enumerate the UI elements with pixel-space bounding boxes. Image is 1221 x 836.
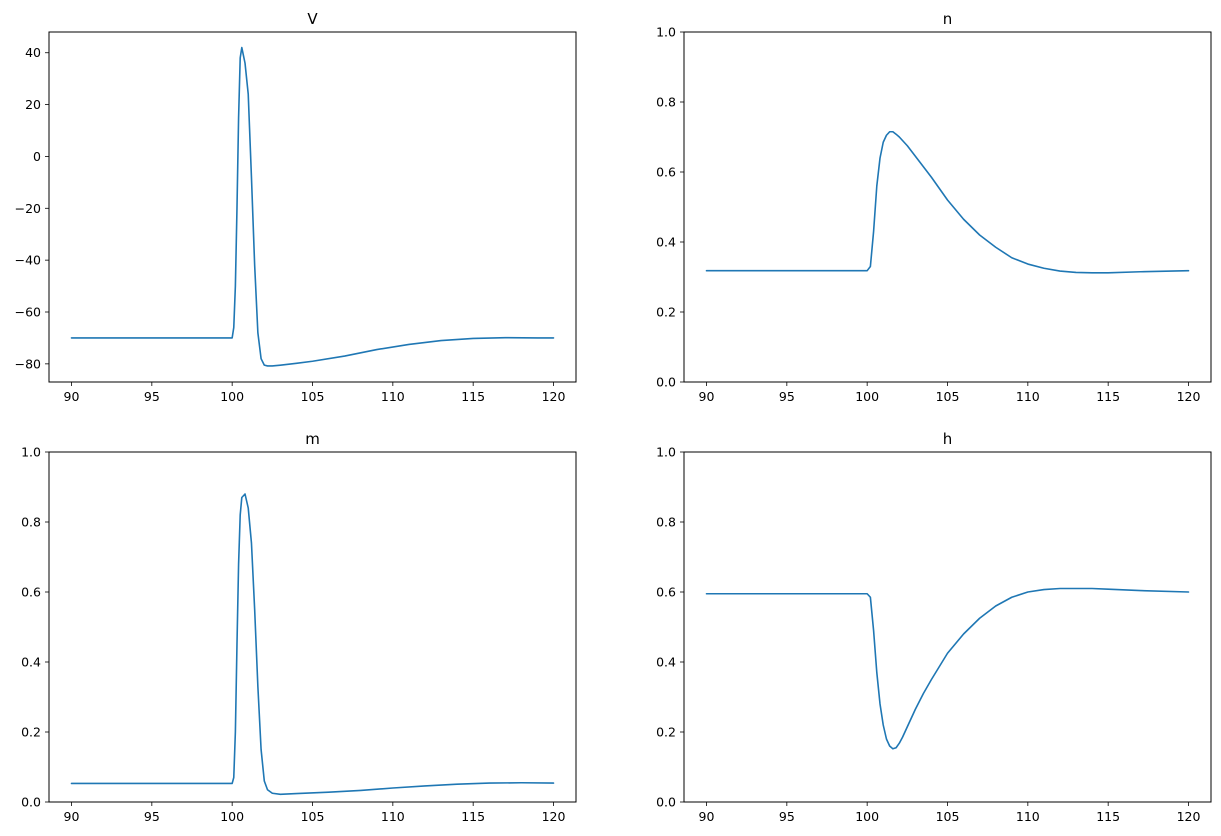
x-tick-label: 95 xyxy=(144,389,160,404)
y-tick-label: 0.2 xyxy=(656,305,676,320)
subplot-h: h 90 95 100 105 110 115 120 0.0 0.2 0.4 0.6 0.8 1.0 xyxy=(656,430,1212,824)
y-tick-label: 40 xyxy=(25,45,41,60)
y-tick-label: 0.8 xyxy=(656,515,676,530)
y-tick-label: 0.8 xyxy=(21,515,41,530)
x-tick-label: 100 xyxy=(220,809,244,824)
x-tick-label: 120 xyxy=(1177,809,1201,824)
plot-title: h xyxy=(943,430,953,448)
y-tick-label: 0.4 xyxy=(656,655,676,670)
y-tick-label: 0.2 xyxy=(21,725,41,740)
axes-frame xyxy=(683,451,1212,803)
series-line xyxy=(70,493,555,796)
x-tick-label: 105 xyxy=(936,389,960,404)
axes-frame xyxy=(683,31,1212,383)
x-tick-label: 115 xyxy=(461,389,485,404)
series-line xyxy=(705,130,1190,274)
x-tick-label: 90 xyxy=(699,389,715,404)
y-tick-label: 1.0 xyxy=(21,445,41,460)
y-tick-label: −80 xyxy=(15,356,41,371)
x-tick-label: 115 xyxy=(1096,389,1120,404)
x-tick-label: 120 xyxy=(1177,389,1201,404)
y-tick-label: 0.4 xyxy=(656,235,676,250)
x-tick-label: 90 xyxy=(699,809,715,824)
plot-title: n xyxy=(943,10,953,28)
y-tick-label: −60 xyxy=(15,305,41,320)
y-tick-label: 0.6 xyxy=(656,585,676,600)
y-tick-label: 1.0 xyxy=(656,445,676,460)
x-tick-label: 95 xyxy=(779,389,795,404)
x-tick-label: 115 xyxy=(1096,809,1120,824)
y-tick-label: 0.4 xyxy=(21,655,41,670)
y-tick-label: 0 xyxy=(33,149,41,164)
plot-title: m xyxy=(305,430,320,448)
y-tick-label: 0.8 xyxy=(656,95,676,110)
x-tick-label: 95 xyxy=(144,809,160,824)
x-tick-label: 110 xyxy=(1016,809,1040,824)
y-tick-label: 20 xyxy=(25,97,41,112)
x-tick-label: 105 xyxy=(301,809,325,824)
x-tick-label: 90 xyxy=(64,389,80,404)
x-tick-label: 90 xyxy=(64,809,80,824)
y-tick-label: 0.6 xyxy=(656,165,676,180)
x-tick-label: 105 xyxy=(301,389,325,404)
x-tick-label: 110 xyxy=(381,389,405,404)
x-tick-label: 105 xyxy=(936,809,960,824)
axes-frame xyxy=(48,451,577,803)
y-tick-label: −40 xyxy=(15,253,41,268)
subplot-v: V 90 95 100 105 110 115 120 −80 −60 −40 −20 0 20 40 xyxy=(15,10,577,404)
x-tick-label: 100 xyxy=(220,389,244,404)
y-tick-label: 0.0 xyxy=(21,795,41,810)
x-tick-label: 120 xyxy=(542,389,566,404)
y-tick-label: 0.6 xyxy=(21,585,41,600)
x-tick-label: 100 xyxy=(855,809,879,824)
y-tick-label: 0.0 xyxy=(656,795,676,810)
axes-frame xyxy=(48,31,577,383)
y-tick-label: 1.0 xyxy=(656,25,676,40)
x-tick-label: 110 xyxy=(381,809,405,824)
series-line xyxy=(705,587,1190,750)
y-tick-label: 0.2 xyxy=(656,725,676,740)
x-tick-label: 115 xyxy=(461,809,485,824)
x-tick-label: 110 xyxy=(1016,389,1040,404)
y-tick-label: −20 xyxy=(15,201,41,216)
x-tick-label: 120 xyxy=(542,809,566,824)
series-line xyxy=(70,46,555,367)
subplot-m: m 90 95 100 105 110 115 120 0.0 0.2 0.4 0.6 0.8 1.0 xyxy=(21,430,577,824)
x-tick-label: 100 xyxy=(855,389,879,404)
plot-title: V xyxy=(307,10,318,28)
x-tick-label: 95 xyxy=(779,809,795,824)
subplot-n: n 90 95 100 105 110 115 120 0.0 0.2 0.4 0.6 0.8 1.0 xyxy=(656,10,1212,404)
y-tick-label: 0.0 xyxy=(656,375,676,390)
